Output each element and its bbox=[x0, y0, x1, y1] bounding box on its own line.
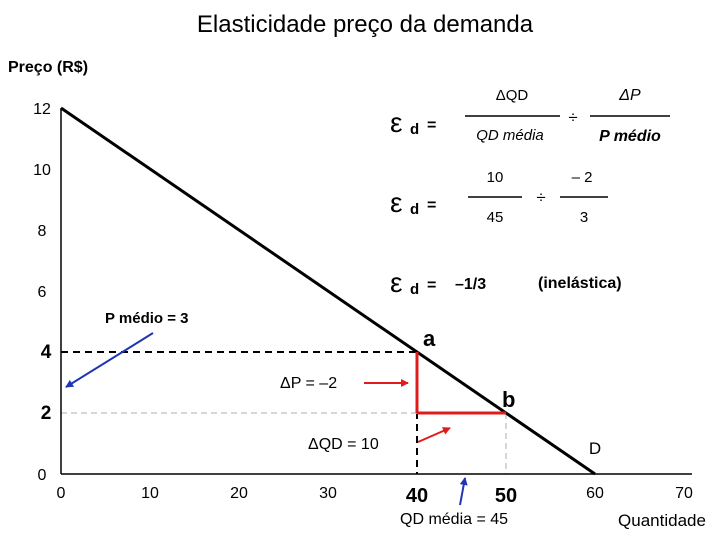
qd-media-annotation: QD média = 45 bbox=[400, 511, 508, 528]
y-tick-label-2: 2 bbox=[41, 403, 52, 424]
epsilon-symbol-1: ε bbox=[390, 107, 402, 138]
price-numerator: – 2 bbox=[572, 169, 593, 186]
p-medio-arrow bbox=[65, 332, 154, 388]
price-denominator: 3 bbox=[580, 209, 588, 226]
qd-media-denominator: QD média bbox=[476, 127, 544, 144]
delta-p-annotation: ΔP = –2 bbox=[280, 375, 337, 392]
delta-p-numerator: ΔP bbox=[618, 87, 641, 104]
formula-row-2: ε d = 10 45 ÷ – 2 3 bbox=[390, 169, 608, 226]
p-medio-annotation: P médio = 3 bbox=[105, 310, 189, 327]
epsilon-symbol-2: ε bbox=[390, 187, 402, 218]
delta-qd-arrow bbox=[417, 427, 451, 443]
quantity-denominator: 45 bbox=[487, 209, 504, 226]
y-tick-label-8: 8 bbox=[38, 223, 47, 240]
formula-row-3: ε d = –1/3 (inelástica) bbox=[390, 267, 622, 298]
elasticity-result: –1/3 bbox=[455, 276, 486, 293]
quantity-numerator: 10 bbox=[487, 169, 504, 186]
x-tick-label-10: 10 bbox=[141, 485, 159, 502]
y-tick-label-4: 4 bbox=[41, 342, 52, 363]
equals-sign-3: = bbox=[427, 277, 436, 294]
point-b-label: b bbox=[502, 387, 515, 412]
epsilon-subscript-3: d bbox=[410, 281, 419, 298]
delta-qd-annotation: ΔQD = 10 bbox=[308, 436, 379, 453]
point-a-label: a bbox=[423, 326, 436, 351]
qd-media-arrow bbox=[459, 477, 468, 506]
epsilon-subscript-1: d bbox=[410, 121, 419, 138]
epsilon-symbol-3: ε bbox=[390, 267, 402, 298]
x-tick-labels: 0 10 20 30 40 50 60 70 bbox=[57, 485, 693, 507]
change-lines bbox=[415, 352, 506, 415]
y-tick-label-10: 10 bbox=[33, 162, 51, 179]
axes bbox=[60, 108, 692, 475]
equals-sign-1: = bbox=[427, 117, 436, 134]
elasticity-classification: (inelástica) bbox=[538, 275, 622, 292]
epsilon-subscript-2: d bbox=[410, 201, 419, 218]
divide-sign-1: ÷ bbox=[568, 108, 577, 127]
demand-series: D bbox=[60, 106, 601, 476]
x-tick-label-20: 20 bbox=[230, 485, 248, 502]
y-tick-label-0: 0 bbox=[38, 467, 47, 484]
p-medio-denominator: P médio bbox=[599, 128, 661, 145]
formula-row-1: ε d = ΔQD QD média ÷ ΔP P médio bbox=[390, 87, 670, 145]
demand-curve bbox=[60, 106, 596, 476]
divide-sign-2: ÷ bbox=[536, 188, 545, 207]
y-axis-label: Preço (R$) bbox=[8, 59, 88, 76]
equals-sign-2: = bbox=[427, 197, 436, 214]
chart-title: Elasticidade preço da demanda bbox=[197, 11, 534, 38]
y-tick-label-6: 6 bbox=[38, 284, 47, 301]
x-tick-label-50: 50 bbox=[495, 485, 517, 507]
y-tick-label-12: 12 bbox=[33, 101, 51, 118]
x-tick-label-60: 60 bbox=[586, 485, 604, 502]
demand-series-label: D bbox=[589, 439, 601, 458]
x-tick-label-0: 0 bbox=[57, 485, 66, 502]
delta-qd-numerator: ΔQD bbox=[496, 87, 529, 104]
x-tick-label-30: 30 bbox=[319, 485, 337, 502]
y-tick-labels: 0 2 4 6 8 10 12 bbox=[33, 101, 52, 484]
x-tick-label-40: 40 bbox=[406, 485, 428, 507]
x-axis-label: Quantidade bbox=[618, 511, 706, 530]
x-tick-label-70: 70 bbox=[675, 485, 693, 502]
point-labels: ab bbox=[423, 326, 515, 412]
